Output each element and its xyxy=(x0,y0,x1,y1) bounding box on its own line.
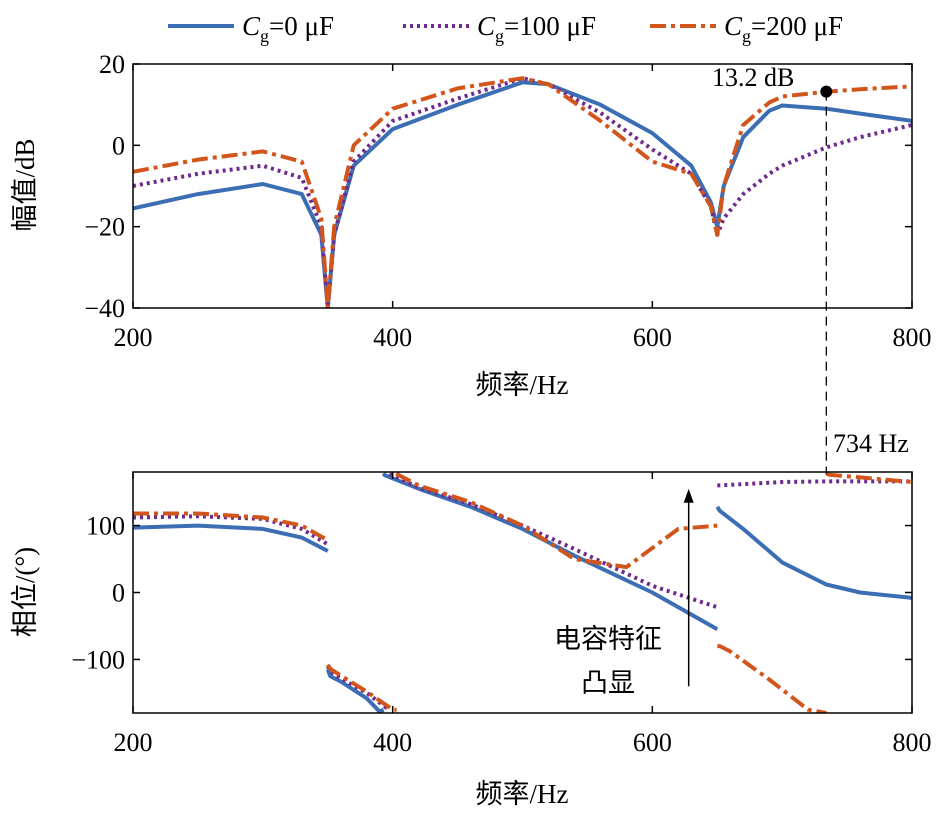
series-line-series-orange xyxy=(133,76,912,308)
x-tick-label: 200 xyxy=(114,728,153,757)
x-tick-label: 600 xyxy=(633,323,672,352)
series-line-series-orange xyxy=(133,511,329,543)
series-line-series-blue xyxy=(325,668,385,713)
x-tick-label: 200 xyxy=(114,323,153,352)
xlabel-magnitude: 频率/Hz xyxy=(476,370,569,400)
capacitive-text-line2: 凸显 xyxy=(581,668,635,699)
series-line-series-purple xyxy=(133,514,329,547)
series-line-series-blue xyxy=(715,505,912,600)
x-tick-label: 800 xyxy=(893,323,932,352)
series-line-series-orange xyxy=(825,472,912,484)
y-tick-label: −40 xyxy=(84,294,125,323)
frequency-label: 734 Hz xyxy=(833,429,909,458)
x-tick-label: 400 xyxy=(373,728,412,757)
y-tick-label: 100 xyxy=(86,512,125,541)
plot-frame xyxy=(132,471,913,714)
annotations: 13.2 dB 734 Hz 电容特征 凸显 xyxy=(554,63,909,699)
series-group xyxy=(133,472,912,713)
peak-label: 13.2 dB xyxy=(712,63,794,92)
series-line-series-orange xyxy=(326,663,397,712)
legend-label: Cg=200 μF xyxy=(724,11,843,46)
legend-label: Cg=0 μF xyxy=(242,11,334,46)
y-tick-label: 0 xyxy=(112,579,125,608)
series-group xyxy=(133,76,912,308)
series-line-series-purple xyxy=(133,76,912,308)
series-line-series-purple xyxy=(717,479,912,488)
ylabel-magnitude: 幅值/dB xyxy=(10,138,40,231)
legend: Cg=0 μF Cg=100 μF Cg=200 μF xyxy=(168,11,843,46)
y-tick-label: 20 xyxy=(99,50,125,79)
peak-marker xyxy=(820,85,833,98)
series-line-series-purple xyxy=(388,472,718,610)
legend-label: Cg=100 μF xyxy=(477,11,596,46)
y-tick-label: 0 xyxy=(112,131,125,160)
x-tick-label: 600 xyxy=(633,728,672,757)
y-tick-label: −20 xyxy=(84,213,125,242)
series-line-series-orange xyxy=(395,472,718,570)
y-tick-label: −100 xyxy=(71,645,125,674)
x-tick-label: 400 xyxy=(373,323,412,352)
ylabel-phase: 相位/(°) xyxy=(10,547,40,637)
series-line-series-blue xyxy=(381,472,719,632)
series-line-series-blue xyxy=(133,80,912,308)
xlabel-phase: 频率/Hz xyxy=(476,779,569,809)
x-tick-label: 800 xyxy=(893,728,932,757)
arrow-head-icon xyxy=(683,488,694,503)
series-line-series-blue xyxy=(133,523,329,553)
plot-frame xyxy=(132,63,913,309)
series-line-series-orange xyxy=(717,644,827,713)
capacitive-text-line1: 电容特征 xyxy=(554,624,662,655)
